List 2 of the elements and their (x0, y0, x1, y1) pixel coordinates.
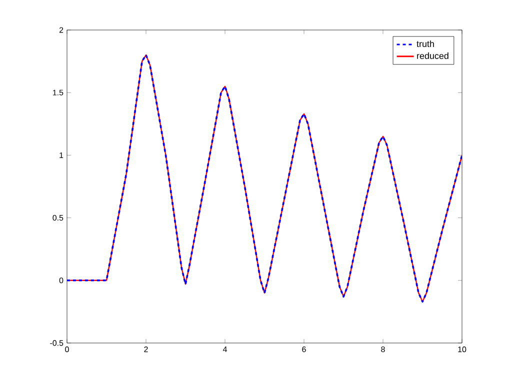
legend-label: truth (416, 40, 434, 48)
legend-label: reduced (417, 52, 448, 60)
